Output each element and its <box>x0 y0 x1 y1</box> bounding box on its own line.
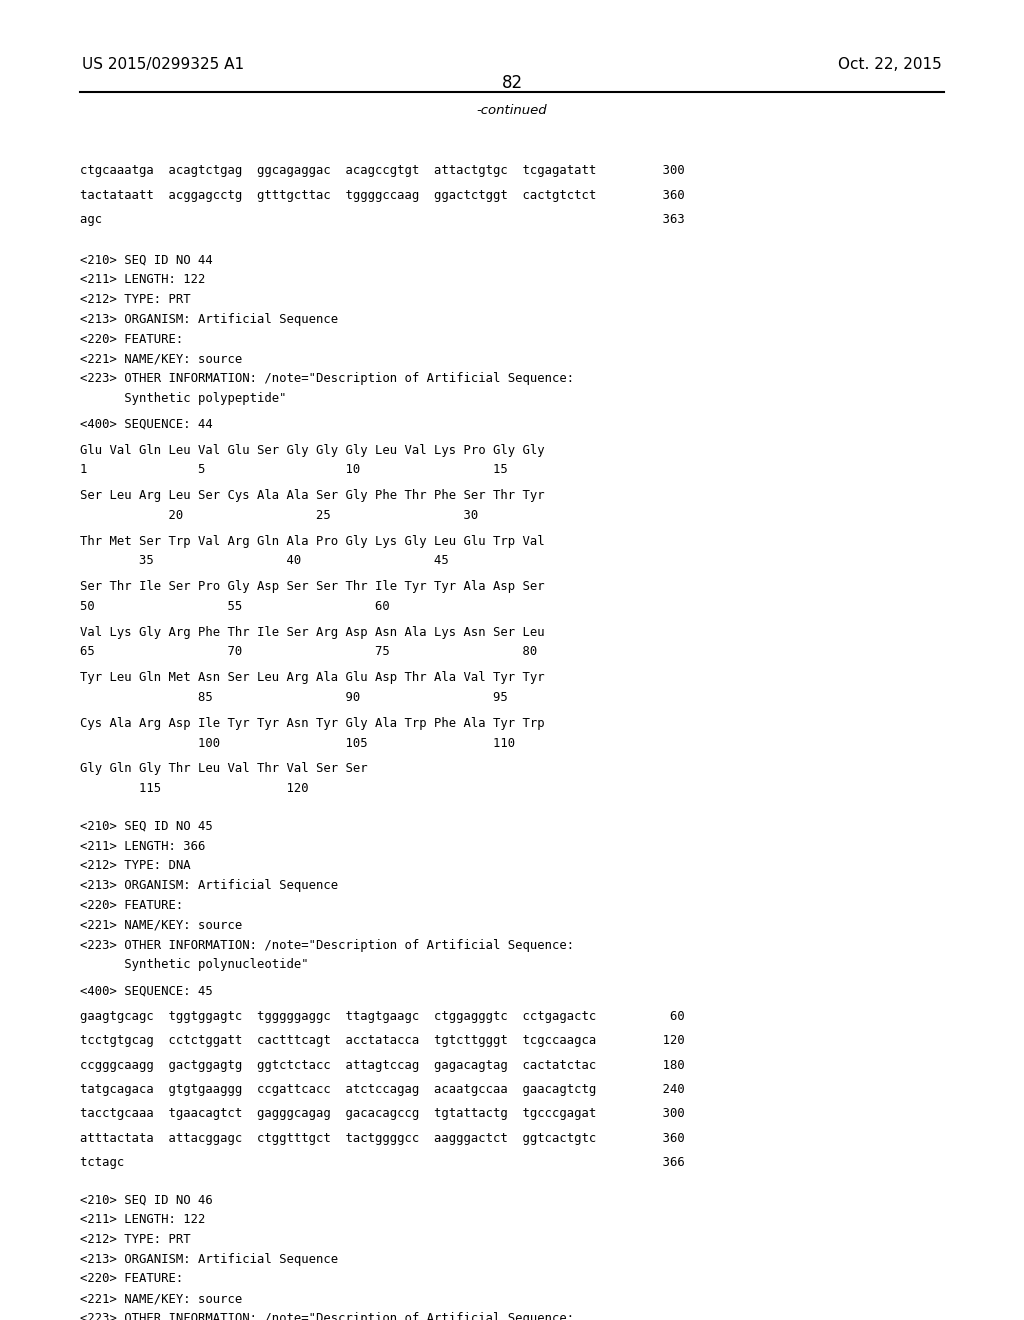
Text: 35                  40                  45: 35 40 45 <box>80 554 449 568</box>
Text: 65                  70                  75                  80: 65 70 75 80 <box>80 645 538 659</box>
Text: tctagc                                                                         3: tctagc 3 <box>80 1156 685 1170</box>
Text: 82: 82 <box>502 74 522 92</box>
Text: <213> ORGANISM: Artificial Sequence: <213> ORGANISM: Artificial Sequence <box>80 879 338 892</box>
Text: <400> SEQUENCE: 45: <400> SEQUENCE: 45 <box>80 985 213 997</box>
Text: <223> OTHER INFORMATION: /note="Description of Artificial Sequence:: <223> OTHER INFORMATION: /note="Descript… <box>80 372 574 385</box>
Text: Glu Val Gln Leu Val Glu Ser Gly Gly Gly Leu Val Lys Pro Gly Gly: Glu Val Gln Leu Val Glu Ser Gly Gly Gly … <box>80 444 545 457</box>
Text: Tyr Leu Gln Met Asn Ser Leu Arg Ala Glu Asp Thr Ala Val Tyr Tyr: Tyr Leu Gln Met Asn Ser Leu Arg Ala Glu … <box>80 671 545 684</box>
Text: <220> FEATURE:: <220> FEATURE: <box>80 333 183 346</box>
Text: <221> NAME/KEY: source: <221> NAME/KEY: source <box>80 352 242 366</box>
Text: <210> SEQ ID NO 46: <210> SEQ ID NO 46 <box>80 1193 213 1206</box>
Text: 20                  25                  30: 20 25 30 <box>80 508 478 521</box>
Text: <211> LENGTH: 366: <211> LENGTH: 366 <box>80 840 205 853</box>
Text: US 2015/0299325 A1: US 2015/0299325 A1 <box>82 57 244 71</box>
Text: Synthetic polypeptide": Synthetic polypeptide" <box>80 392 287 405</box>
Text: atttactata  attacggagc  ctggtttgct  tactggggcc  aagggactct  ggtcactgtc         3: atttactata attacggagc ctggtttgct tactggg… <box>80 1133 685 1144</box>
Text: Val Lys Gly Arg Phe Thr Ile Ser Arg Asp Asn Ala Lys Asn Ser Leu: Val Lys Gly Arg Phe Thr Ile Ser Arg Asp … <box>80 626 545 639</box>
Text: <221> NAME/KEY: source: <221> NAME/KEY: source <box>80 919 242 932</box>
Text: -continued: -continued <box>477 104 547 117</box>
Text: ccgggcaagg  gactggagtg  ggtctctacc  attagtccag  gagacagtag  cactatctac         1: ccgggcaagg gactggagtg ggtctctacc attagtc… <box>80 1059 685 1072</box>
Text: Oct. 22, 2015: Oct. 22, 2015 <box>839 57 942 71</box>
Text: 100                 105                 110: 100 105 110 <box>80 737 515 750</box>
Text: <400> SEQUENCE: 44: <400> SEQUENCE: 44 <box>80 417 213 430</box>
Text: Ser Thr Ile Ser Pro Gly Asp Ser Ser Thr Ile Tyr Tyr Ala Asp Ser: Ser Thr Ile Ser Pro Gly Asp Ser Ser Thr … <box>80 581 545 593</box>
Text: Ser Leu Arg Leu Ser Cys Ala Ala Ser Gly Phe Thr Phe Ser Thr Tyr: Ser Leu Arg Leu Ser Cys Ala Ala Ser Gly … <box>80 490 545 502</box>
Text: Gly Gln Gly Thr Leu Val Thr Val Ser Ser: Gly Gln Gly Thr Leu Val Thr Val Ser Ser <box>80 763 368 775</box>
Text: <212> TYPE: DNA: <212> TYPE: DNA <box>80 859 190 873</box>
Text: tatgcagaca  gtgtgaaggg  ccgattcacc  atctccagag  acaatgccaa  gaacagtctg         2: tatgcagaca gtgtgaaggg ccgattcacc atctcca… <box>80 1082 685 1096</box>
Text: <213> ORGANISM: Artificial Sequence: <213> ORGANISM: Artificial Sequence <box>80 313 338 326</box>
Text: <210> SEQ ID NO 44: <210> SEQ ID NO 44 <box>80 253 213 267</box>
Text: agc                                                                            3: agc 3 <box>80 214 685 226</box>
Text: <212> TYPE: PRT: <212> TYPE: PRT <box>80 1233 190 1246</box>
Text: <212> TYPE: PRT: <212> TYPE: PRT <box>80 293 190 306</box>
Text: ctgcaaatga  acagtctgag  ggcagaggac  acagccgtgt  attactgtgc  tcgagatatt         3: ctgcaaatga acagtctgag ggcagaggac acagccg… <box>80 165 685 177</box>
Text: <211> LENGTH: 122: <211> LENGTH: 122 <box>80 1213 205 1226</box>
Text: <220> FEATURE:: <220> FEATURE: <box>80 899 183 912</box>
Text: <223> OTHER INFORMATION: /note="Description of Artificial Sequence:: <223> OTHER INFORMATION: /note="Descript… <box>80 1312 574 1320</box>
Text: 85                  90                  95: 85 90 95 <box>80 692 508 704</box>
Text: <221> NAME/KEY: source: <221> NAME/KEY: source <box>80 1292 242 1305</box>
Text: Cys Ala Arg Asp Ile Tyr Tyr Asn Tyr Gly Ala Trp Phe Ala Tyr Trp: Cys Ala Arg Asp Ile Tyr Tyr Asn Tyr Gly … <box>80 717 545 730</box>
Text: tcctgtgcag  cctctggatt  cactttcagt  acctatacca  tgtcttgggt  tcgccaagca         1: tcctgtgcag cctctggatt cactttcagt acctata… <box>80 1035 685 1047</box>
Text: <220> FEATURE:: <220> FEATURE: <box>80 1272 183 1286</box>
Text: 115                 120: 115 120 <box>80 781 308 795</box>
Text: tacctgcaaa  tgaacagtct  gagggcagag  gacacagccg  tgtattactg  tgcccgagat         3: tacctgcaaa tgaacagtct gagggcagag gacacag… <box>80 1107 685 1121</box>
Text: Thr Met Ser Trp Val Arg Gln Ala Pro Gly Lys Gly Leu Glu Trp Val: Thr Met Ser Trp Val Arg Gln Ala Pro Gly … <box>80 535 545 548</box>
Text: 1               5                   10                  15: 1 5 10 15 <box>80 463 508 477</box>
Text: <213> ORGANISM: Artificial Sequence: <213> ORGANISM: Artificial Sequence <box>80 1253 338 1266</box>
Text: <211> LENGTH: 122: <211> LENGTH: 122 <box>80 273 205 286</box>
Text: gaagtgcagc  tggtggagtc  tgggggaggc  ttagtgaagc  ctggagggtc  cctgagactc          : gaagtgcagc tggtggagtc tgggggaggc ttagtga… <box>80 1010 685 1023</box>
Text: <210> SEQ ID NO 45: <210> SEQ ID NO 45 <box>80 820 213 833</box>
Text: tactataatt  acggagcctg  gtttgcttac  tggggccaag  ggactctggt  cactgtctct         3: tactataatt acggagcctg gtttgcttac tggggcc… <box>80 189 685 202</box>
Text: Synthetic polynucleotide": Synthetic polynucleotide" <box>80 958 308 972</box>
Text: <223> OTHER INFORMATION: /note="Description of Artificial Sequence:: <223> OTHER INFORMATION: /note="Descript… <box>80 939 574 952</box>
Text: 50                  55                  60: 50 55 60 <box>80 599 389 612</box>
